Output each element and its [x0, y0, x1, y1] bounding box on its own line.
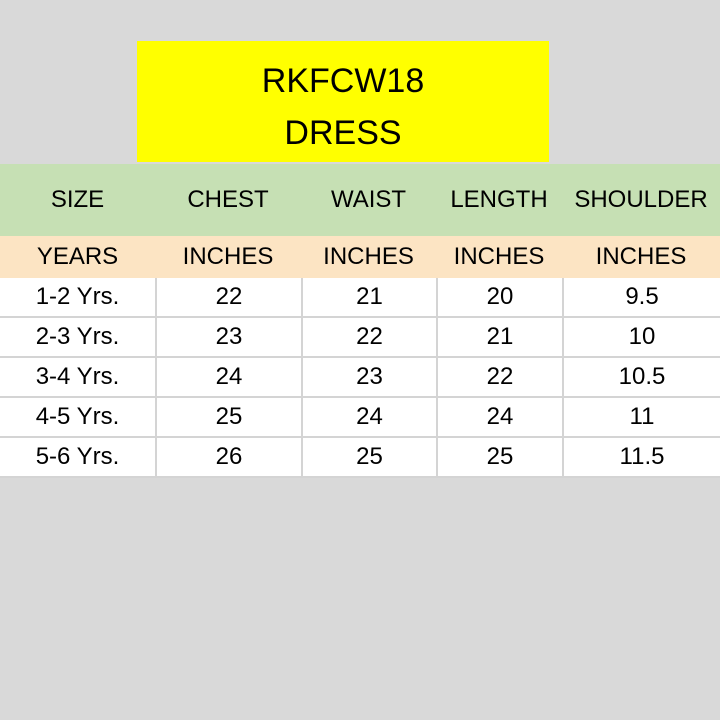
- unit-waist: INCHES: [323, 243, 414, 270]
- table-row: 4-5 Yrs. 25 24 24 11: [0, 398, 720, 438]
- cell-shoulder: 10.5: [562, 358, 720, 398]
- cell-shoulder: 11: [562, 398, 720, 438]
- unit-size: YEARS: [36, 243, 119, 270]
- title-banner: RKFCW18 DRESS: [137, 41, 549, 162]
- cell-size: 5-6 Yrs.: [0, 438, 155, 478]
- header-shoulder: SHOULDER: [574, 186, 708, 213]
- table-unit-row: YEARS INCHES INCHES INCHES INCHES: [0, 236, 720, 278]
- table-row: 5-6 Yrs. 26 25 25 11.5: [0, 438, 720, 478]
- cell-waist: 22: [301, 318, 436, 358]
- cell-waist: 25: [301, 438, 436, 478]
- product-type: DRESS: [284, 114, 402, 152]
- cell-chest: 24: [155, 358, 301, 398]
- cell-chest: 23: [155, 318, 301, 358]
- cell-size: 1-2 Yrs.: [0, 278, 155, 318]
- table-row: 2-3 Yrs. 23 22 21 10: [0, 318, 720, 358]
- cell-size: 3-4 Yrs.: [0, 358, 155, 398]
- size-table: SIZE CHEST WAIST LENGTH SHOULDER YEARS I…: [0, 164, 720, 478]
- cell-length: 20: [436, 278, 562, 318]
- header-waist: WAIST: [330, 186, 407, 213]
- cell-waist: 24: [301, 398, 436, 438]
- cell-shoulder: 11.5: [562, 438, 720, 478]
- table-header-row: SIZE CHEST WAIST LENGTH SHOULDER: [0, 164, 720, 236]
- product-code: RKFCW18: [261, 62, 425, 100]
- table-row: 3-4 Yrs. 24 23 22 10.5: [0, 358, 720, 398]
- header-length: LENGTH: [450, 186, 548, 213]
- cell-chest: 26: [155, 438, 301, 478]
- cell-waist: 23: [301, 358, 436, 398]
- cell-shoulder: 9.5: [562, 278, 720, 318]
- cell-length: 22: [436, 358, 562, 398]
- cell-chest: 22: [155, 278, 301, 318]
- unit-length: INCHES: [453, 243, 545, 270]
- cell-size: 4-5 Yrs.: [0, 398, 155, 438]
- table-row: 1-2 Yrs. 22 21 20 9.5: [0, 278, 720, 318]
- header-chest: CHEST: [187, 186, 269, 213]
- header-size: SIZE: [50, 186, 105, 213]
- unit-shoulder: INCHES: [595, 243, 687, 270]
- cell-length: 21: [436, 318, 562, 358]
- cell-size: 2-3 Yrs.: [0, 318, 155, 358]
- cell-waist: 21: [301, 278, 436, 318]
- cell-chest: 25: [155, 398, 301, 438]
- cell-length: 25: [436, 438, 562, 478]
- cell-shoulder: 10: [562, 318, 720, 358]
- unit-chest: INCHES: [182, 243, 274, 270]
- cell-length: 24: [436, 398, 562, 438]
